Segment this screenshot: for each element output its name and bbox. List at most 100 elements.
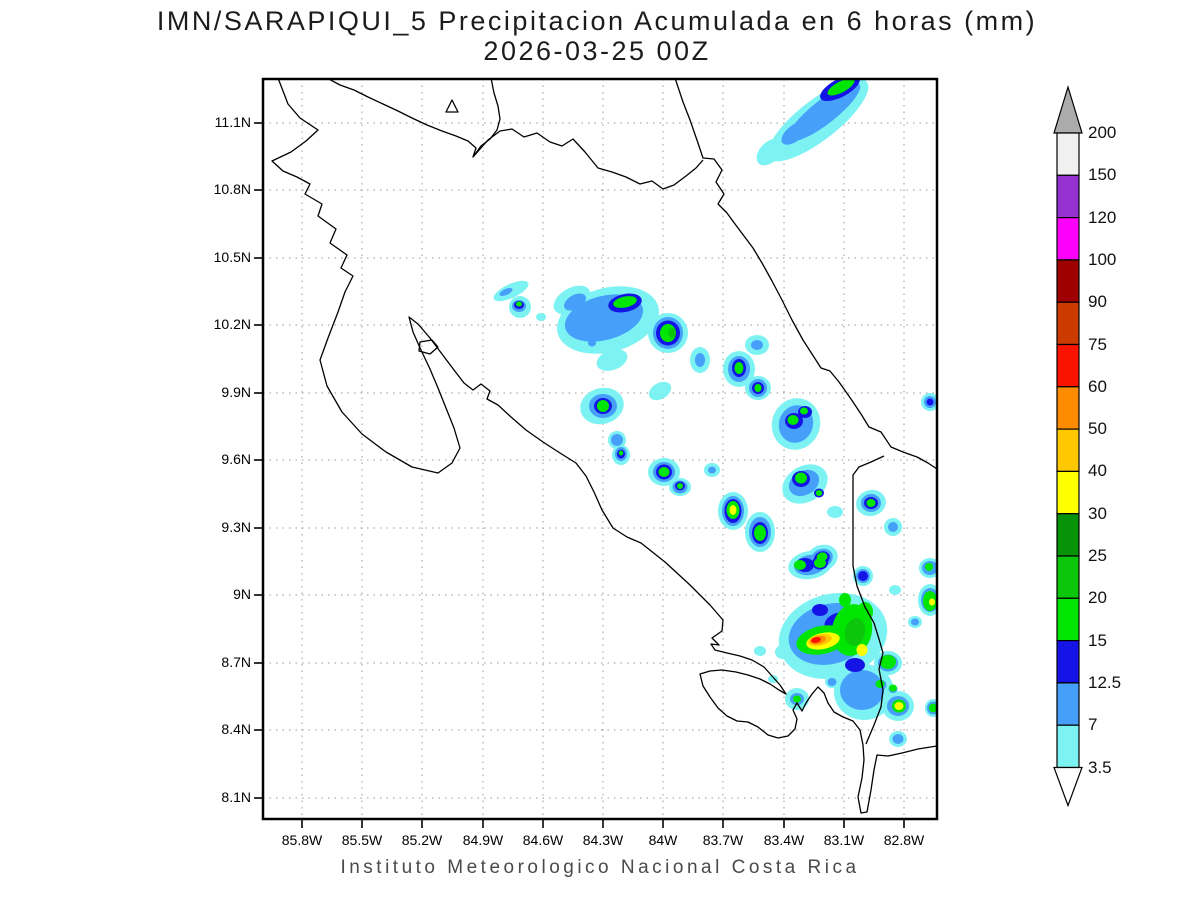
plot-subtitle-date: 2026-03-25 00Z xyxy=(483,36,711,66)
colorbar-tick-label: 40 xyxy=(1088,461,1107,481)
colorbar-box xyxy=(1056,470,1080,515)
colorbar-tick-label: 60 xyxy=(1088,376,1107,396)
axis-ticks xyxy=(254,122,905,828)
precip-cell xyxy=(734,362,744,374)
precip-cell xyxy=(754,646,766,656)
precip-cell xyxy=(814,558,826,568)
lon-tick-label: 84W xyxy=(648,832,678,848)
precip-cell xyxy=(800,407,808,415)
colorbar-tick-label: 75 xyxy=(1088,334,1107,354)
precip-cell xyxy=(775,645,791,659)
precip-cell xyxy=(911,618,919,626)
precip-cell xyxy=(597,400,609,412)
precip-cell xyxy=(827,79,855,96)
precip-cell xyxy=(811,637,821,643)
colorbar-box xyxy=(1056,597,1080,642)
precip-cell xyxy=(618,450,624,456)
precip-cell xyxy=(658,467,670,477)
precip-cell xyxy=(668,328,676,338)
colorbar-box xyxy=(1056,174,1080,219)
colorbar-box xyxy=(1056,386,1080,430)
colorbar-tick-label: 12.5 xyxy=(1088,672,1122,692)
lat-tick-label: 9.6N xyxy=(221,451,251,467)
colorbar-tick-label: 15 xyxy=(1088,630,1107,650)
colorbar-tick-label: 3.5 xyxy=(1088,757,1112,777)
colorbar-tick-label: 200 xyxy=(1088,123,1117,142)
precip-cell xyxy=(756,138,784,166)
lon-tick-label: 84.6W xyxy=(522,832,564,848)
coastline xyxy=(472,128,704,190)
lat-tick-label: 9.9N xyxy=(221,384,251,400)
precip-cell xyxy=(840,670,884,710)
precip-cell xyxy=(536,313,546,321)
precip-cell xyxy=(925,563,933,571)
precip-cell xyxy=(845,658,865,672)
lat-tick-label: 10.2N xyxy=(213,316,251,332)
precip-cell xyxy=(781,121,809,145)
lon-tick-label: 85.5W xyxy=(341,832,383,848)
precip-cell xyxy=(708,466,716,474)
precip-cell xyxy=(611,434,623,446)
precip-cell xyxy=(516,301,522,307)
precip-cell xyxy=(929,703,937,713)
precip-cell xyxy=(795,472,807,484)
colorbar-box xyxy=(1056,428,1080,473)
coastline xyxy=(852,455,885,745)
coastline xyxy=(327,79,501,158)
lat-tick-label: 10.5N xyxy=(213,249,251,265)
precip-cell xyxy=(815,490,823,496)
precip-cell xyxy=(889,684,897,692)
graticule-grid xyxy=(263,79,937,819)
colorbar-box xyxy=(1056,259,1080,303)
precip-cell xyxy=(812,604,828,616)
colorbar-box xyxy=(1056,639,1080,684)
lat-tick-label: 9N xyxy=(233,586,251,602)
lat-tick-label: 8.1N xyxy=(221,789,251,805)
lon-tick-label: 84.3W xyxy=(582,832,624,848)
precip-cell xyxy=(613,296,637,308)
precip-cell xyxy=(827,506,843,518)
colorbar-arrow-bottom xyxy=(1053,766,1083,808)
lon-tick-label: 85.2W xyxy=(401,832,443,848)
plot-title: IMN/SARAPIQUI_5 Precipitacion Acumulada … xyxy=(156,6,1038,36)
precip-cell xyxy=(929,598,935,606)
lon-tick-label: 83.1W xyxy=(823,832,865,848)
lat-tick-label: 11.1N xyxy=(214,114,251,130)
coastline xyxy=(445,99,459,113)
precip-cell xyxy=(827,678,837,686)
precip-cell xyxy=(857,602,873,622)
map-frame xyxy=(261,77,939,821)
precip-cell xyxy=(794,560,806,570)
coastline xyxy=(674,79,937,470)
colorbar-tick-label: 20 xyxy=(1088,588,1107,608)
precip-cell xyxy=(751,340,763,350)
colorbar-tick-label: 7 xyxy=(1088,715,1098,735)
colorbar-box xyxy=(1056,555,1080,599)
footer-attribution: Instituto Meteorologico Nacional Costa R… xyxy=(340,857,860,878)
precip-cell xyxy=(677,483,683,489)
precip-cell xyxy=(754,525,766,541)
lon-tick-label: 85.8W xyxy=(281,832,323,848)
precip-cell xyxy=(866,499,876,507)
coastline xyxy=(418,339,439,355)
lon-tick-label: 84.9W xyxy=(462,832,504,848)
precip-cell xyxy=(839,593,851,607)
lat-tick-label: 8.4N xyxy=(221,721,251,737)
colorbar xyxy=(1053,84,1083,808)
lat-tick-label: 9.3N xyxy=(221,519,251,535)
colorbar-box xyxy=(1056,301,1080,346)
colorbar-tick-label: 50 xyxy=(1088,419,1107,439)
colorbar-tick-label: 90 xyxy=(1088,292,1107,312)
colorbar-box xyxy=(1056,682,1080,726)
precip-cell xyxy=(880,655,896,669)
precip-cell xyxy=(926,398,934,406)
colorbar-box xyxy=(1056,513,1080,557)
precip-cell xyxy=(856,644,868,656)
lat-tick-label: 10.8N xyxy=(213,181,251,197)
colorbar-tick-label: 120 xyxy=(1088,207,1117,227)
colorbar-box xyxy=(1056,132,1080,176)
precip-cell xyxy=(894,702,904,710)
lon-tick-label: 82.8W xyxy=(883,832,925,848)
